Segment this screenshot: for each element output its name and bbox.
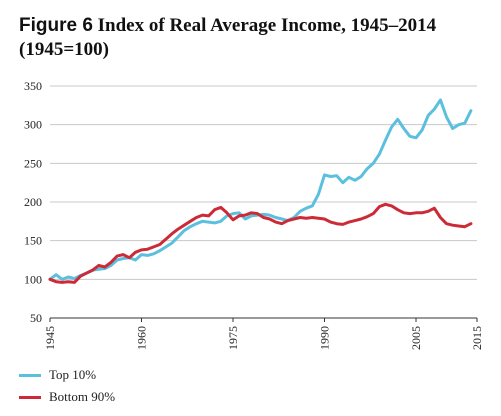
- legend-item-bottom-90: Bottom 90%: [19, 386, 115, 408]
- legend-swatch-top-10: [19, 373, 41, 377]
- x-tick-label-1975: 1975: [226, 326, 240, 350]
- x-tick-label-1990: 1990: [318, 326, 332, 350]
- figure-subtitle: (1945=100): [19, 39, 109, 60]
- x-tick-label-2015: 2015: [470, 326, 484, 350]
- y-tick-label-200: 200: [24, 195, 42, 209]
- figure-title-text: Index of Real Average Income, 1945–2014: [97, 15, 437, 36]
- series-line-bottom-90: [48, 202, 473, 284]
- y-tick-label-250: 250: [24, 156, 42, 170]
- y-tick-label-50: 50: [30, 311, 42, 325]
- figure-title: Figure 6 Index of Real Average Income, 1…: [19, 14, 489, 62]
- legend-label-top-10: Top 10%: [49, 367, 97, 382]
- legend: Top 10% Bottom 90%: [19, 364, 115, 408]
- legend-item-top-10: Top 10%: [19, 364, 115, 386]
- legend-label-bottom-90: Bottom 90%: [49, 389, 116, 404]
- figure-label: Figure 6: [19, 15, 93, 36]
- y-tick-label-100: 100: [24, 272, 42, 286]
- y-tick-label-150: 150: [24, 234, 42, 248]
- legend-swatch-bottom-90: [19, 395, 41, 399]
- x-tick-label-2005: 2005: [409, 326, 423, 350]
- y-tick-label-350: 350: [24, 79, 42, 93]
- series-line-top-10: [48, 98, 473, 281]
- x-tick-label-1960: 1960: [135, 326, 149, 350]
- y-tick-label-300: 300: [24, 118, 42, 132]
- x-tick-label-1945: 1945: [43, 326, 57, 350]
